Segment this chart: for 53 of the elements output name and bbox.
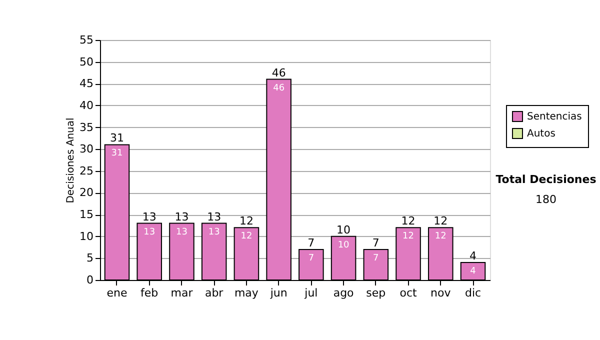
total-label: 7 [372, 236, 380, 250]
x-tick-label: dic [464, 286, 482, 300]
data-label: 12 [402, 232, 414, 242]
total-label: 13 [142, 210, 156, 224]
x-tick-label: jun [269, 286, 288, 300]
x-tick-label: sep [366, 286, 386, 300]
y-tick-label: 55 [80, 34, 94, 46]
data-label: 13 [144, 227, 156, 238]
data-label: 10 [338, 240, 350, 250]
x-tick-label: may [234, 286, 259, 300]
text: Total Decisiones [496, 173, 597, 186]
total-label: 12 [434, 214, 448, 228]
data-label: 12 [240, 232, 252, 242]
legend-label: Autos [527, 128, 556, 140]
text: 180 [536, 193, 556, 206]
total-label: 13 [207, 210, 222, 224]
x-tick-label: oct [400, 286, 418, 300]
x-tick-label: jul [304, 286, 318, 300]
total-label: 46 [272, 66, 286, 80]
data-label: 4 [470, 266, 476, 277]
total-label: 12 [401, 214, 416, 228]
x-tick-label: nov [430, 286, 452, 300]
data-label: 7 [308, 253, 314, 264]
x-tick-label: ago [333, 286, 354, 300]
total-label: 7 [308, 236, 315, 250]
x-tick-label: abr [204, 286, 224, 300]
legend-label: Sentencias [527, 112, 582, 122]
y-tick-label: 10 [80, 230, 94, 243]
y-tick-label: 5 [86, 252, 94, 265]
total-label: 10 [336, 223, 351, 236]
y-tick-label: 40 [80, 98, 94, 112]
data-label: 31 [111, 148, 123, 159]
data-label: 46 [273, 83, 285, 94]
y-tick-label: 35 [80, 120, 94, 134]
x-tick-label: mar [170, 286, 194, 300]
x-tick-label: ene [106, 286, 128, 300]
x-tick-label: feb [140, 286, 158, 300]
data-label: 13 [208, 227, 220, 238]
y-tick-label: 20 [80, 186, 94, 200]
data-label: 13 [176, 227, 188, 238]
y-tick-label: 0 [86, 274, 94, 286]
total-label: 31 [110, 132, 124, 145]
y-tick-label: 15 [80, 208, 94, 222]
y-tick-label: 25 [80, 164, 94, 178]
y-tick-label: 45 [80, 77, 94, 90]
y-axis-title: Decisiones Anual [66, 118, 77, 204]
y-tick-label: 50 [80, 55, 94, 68]
data-label: 7 [373, 253, 379, 264]
y-tick-label: 30 [80, 142, 94, 156]
total-label: 12 [239, 214, 254, 228]
total-label: 13 [174, 210, 189, 224]
data-label: 12 [434, 232, 446, 242]
total-label: 4 [470, 250, 477, 263]
